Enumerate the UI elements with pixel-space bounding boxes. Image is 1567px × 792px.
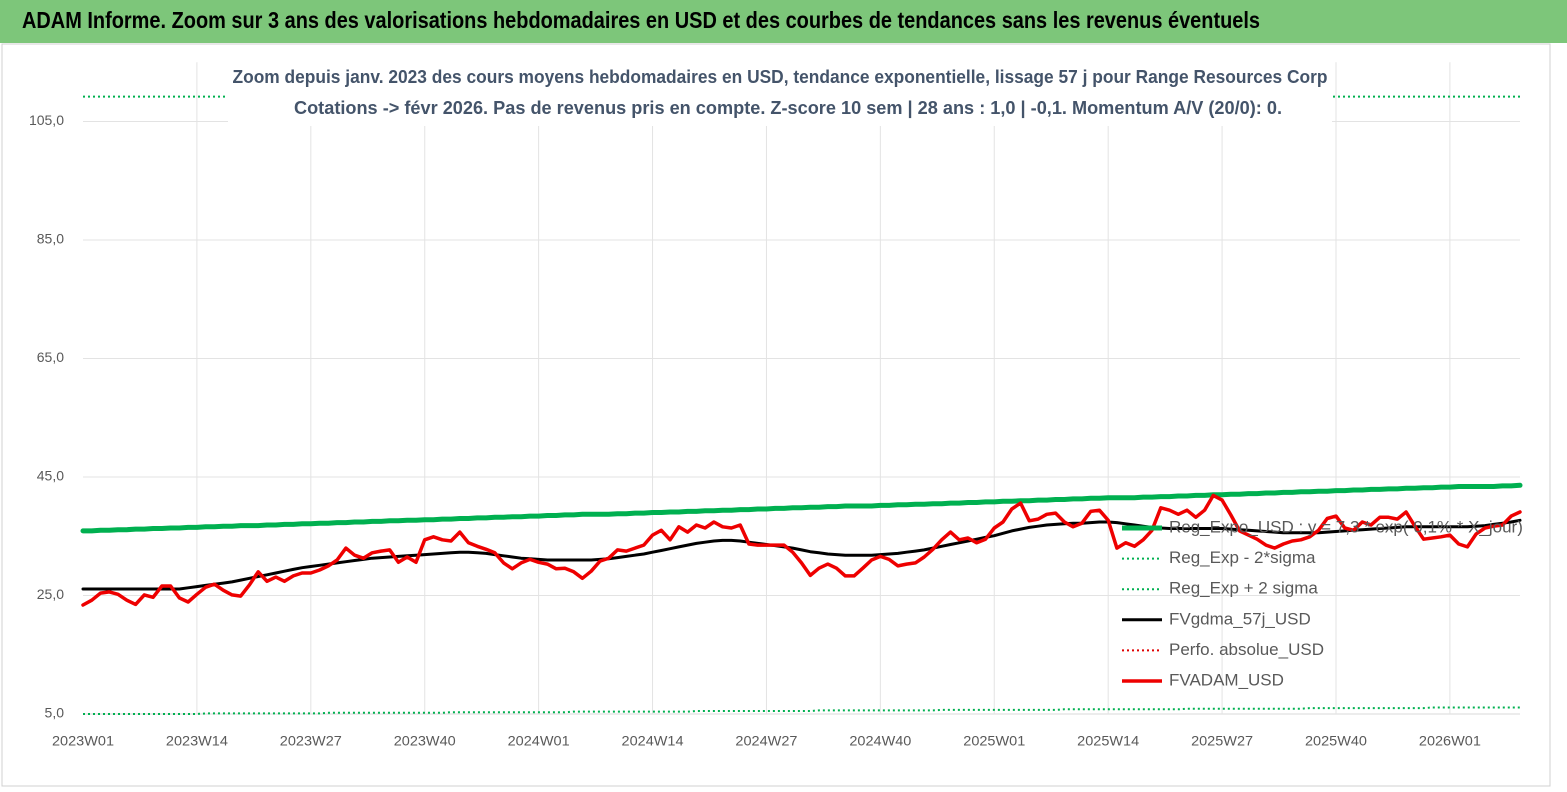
title-box	[228, 60, 1332, 126]
axes: 5,0 25,0 45,0 65,0 85,0 105,0 2023W01 2023W14 20…	[29, 112, 1481, 749]
x-tick-label: 2024W01	[508, 733, 570, 749]
x-tick-label: 2024W27	[735, 733, 797, 749]
header-band	[0, 0, 1567, 43]
x-tick-label: 2025W40	[1305, 733, 1367, 749]
x-tick-label: 2026W01	[1419, 733, 1481, 749]
legend: Reg_Expo_USD : y = 7,3 * exp( 0,1% * X_j…	[1122, 517, 1523, 689]
legend-label: FVADAM_USD	[1169, 670, 1284, 689]
y-tick-label: 25,0	[37, 586, 64, 602]
legend-label: Perfo. absolue_USD	[1169, 640, 1324, 659]
y-tick-label: 45,0	[37, 468, 64, 484]
x-tick-label: 2024W14	[622, 733, 684, 749]
x-tick-label: 2023W01	[52, 733, 114, 749]
x-tick-label: 2025W14	[1077, 733, 1139, 749]
x-tick-label: 2023W14	[166, 733, 228, 749]
series-line	[81, 518, 1522, 591]
y-tick-label: 65,0	[37, 349, 64, 365]
y-tick-label: 105,0	[29, 112, 64, 128]
y-tick-label: 85,0	[37, 231, 64, 247]
legend-label: Reg_Expo_USD : y = 7,3 * exp( 0,1% * X_j…	[1169, 517, 1523, 536]
series-line	[81, 493, 1522, 607]
x-tick-label: 2024W40	[849, 733, 911, 749]
legend-label: Reg_Exp - 2*sigma	[1169, 548, 1316, 567]
grid	[83, 62, 1520, 715]
x-tick-label: 2023W27	[280, 733, 342, 749]
plot-lines	[80, 95, 1523, 715]
x-tick-label: 2023W40	[394, 733, 456, 749]
chart-subtitle: Cotations -> févr 2026. Pas de revenus p…	[294, 98, 1282, 118]
y-tick-label: 5,0	[45, 705, 65, 721]
legend-label: Reg_Exp + 2 sigma	[1169, 579, 1318, 598]
legend-label: FVgdma_57j_USD	[1169, 609, 1311, 628]
page-title: ADAM Informe. Zoom sur 3 ans des valoris…	[22, 7, 1260, 33]
chart-title: Zoom depuis janv. 2023 des cours moyens …	[233, 67, 1328, 87]
x-tick-label: 2025W27	[1191, 733, 1253, 749]
series-line	[80, 482, 1523, 534]
chart-frame	[1, 43, 1551, 787]
x-tick-label: 2025W01	[963, 733, 1025, 749]
